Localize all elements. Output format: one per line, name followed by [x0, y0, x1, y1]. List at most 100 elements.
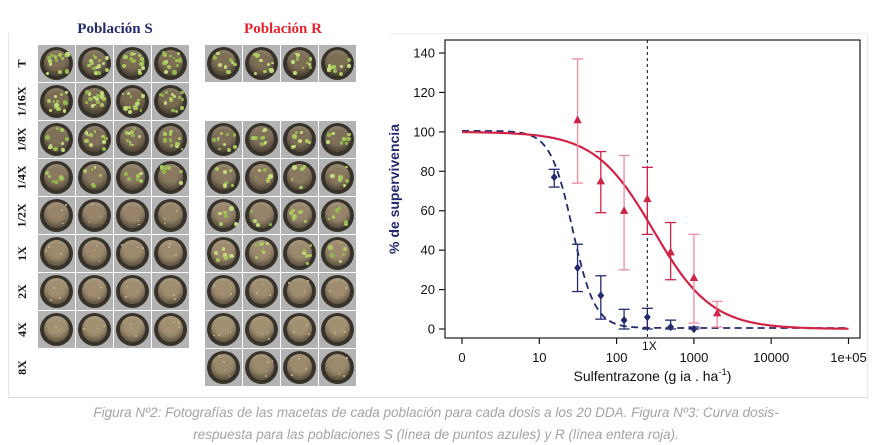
seedling — [162, 170, 166, 174]
seedling — [104, 136, 109, 141]
pot-soil — [325, 316, 350, 342]
pot-soil — [211, 354, 236, 380]
soil-speck — [129, 323, 132, 326]
seedling — [268, 174, 274, 179]
seedling — [173, 95, 177, 99]
seedling — [265, 178, 270, 183]
seedling — [339, 242, 342, 245]
pot-photo-r-1_4X-4 — [319, 159, 356, 196]
seedling — [65, 91, 69, 95]
seedling — [87, 92, 92, 97]
soil-speck — [261, 283, 264, 286]
seedling — [298, 209, 303, 215]
seedling — [340, 64, 344, 68]
seedling — [60, 57, 64, 60]
seedling — [129, 95, 133, 98]
seedling — [88, 97, 93, 102]
pot-photo-r-4X-1 — [205, 311, 242, 348]
pot — [245, 199, 278, 232]
seedling — [254, 71, 258, 75]
seedling — [301, 66, 305, 70]
pot — [245, 161, 278, 194]
seedling — [307, 140, 312, 145]
soil-speck — [130, 327, 133, 329]
seedling — [137, 98, 141, 102]
soil-speck — [217, 355, 220, 357]
pot — [116, 161, 149, 194]
seedling — [56, 127, 59, 130]
seedling — [290, 144, 294, 148]
seedling — [159, 93, 163, 97]
pot-photo-r-T-2 — [243, 45, 280, 82]
pot — [154, 161, 187, 194]
dose-row-label: 1/2X — [8, 197, 36, 234]
soil-speck — [308, 332, 311, 335]
pot-photo-s-2X-4 — [152, 273, 189, 310]
pot-photo-r-1_4X-2 — [243, 159, 280, 196]
seedling — [327, 132, 332, 137]
pot — [40, 199, 73, 232]
plot-box — [444, 39, 861, 339]
soil-speck — [293, 330, 295, 333]
seedling — [133, 106, 138, 111]
pot-photo-s-1_2X-4 — [152, 197, 189, 234]
dose-row-label: 1/4X — [8, 159, 36, 196]
seedling — [225, 181, 229, 184]
seedling — [126, 139, 129, 142]
seedling — [59, 128, 64, 133]
seedling — [251, 135, 256, 141]
seedling — [137, 69, 142, 73]
pot-soil — [158, 278, 183, 304]
seedling — [263, 69, 267, 73]
pot-photo-r-1_4X-3 — [281, 159, 318, 196]
dose-row-label-text: 1X — [14, 246, 29, 261]
data-point-r — [596, 176, 606, 185]
seedling — [56, 107, 61, 112]
seedling — [266, 62, 270, 66]
seedling — [250, 210, 254, 214]
soil-speck — [57, 329, 60, 331]
seedling — [342, 246, 347, 251]
seedling — [93, 130, 97, 133]
seedling — [139, 61, 144, 67]
soil-speck — [266, 361, 269, 363]
seedling — [163, 165, 169, 170]
seedling — [59, 175, 64, 180]
seedling — [176, 64, 180, 68]
seedling — [167, 166, 172, 170]
seedling — [99, 103, 104, 108]
seedling — [299, 131, 303, 134]
data-point-s — [597, 291, 605, 300]
seedling — [295, 57, 300, 61]
pot — [154, 85, 187, 118]
seedling — [162, 53, 168, 58]
seedling — [139, 56, 144, 62]
pot — [207, 199, 240, 232]
seedling — [339, 141, 344, 145]
seedling — [84, 138, 89, 143]
soil-speck — [303, 291, 306, 294]
seedling — [292, 71, 297, 76]
figure-card-border — [8, 33, 868, 398]
seedling — [131, 58, 136, 64]
soil-speck — [329, 290, 331, 293]
dose-row-label-text: 2X — [14, 284, 29, 299]
pot — [78, 161, 111, 194]
pot-soil — [82, 240, 107, 266]
seedling — [254, 135, 259, 140]
soil-speck — [45, 250, 47, 253]
soil-speck — [178, 321, 181, 324]
pot-soil — [120, 202, 145, 228]
soil-speck — [98, 260, 101, 263]
seedling — [231, 184, 235, 188]
seedling — [343, 184, 347, 188]
dose-row-label-text: 4X — [14, 322, 29, 337]
seedling — [60, 147, 65, 152]
pot — [78, 123, 111, 156]
soil-speck — [336, 280, 339, 283]
population-r-header: Población R — [244, 21, 322, 37]
seedling — [167, 65, 172, 70]
y-tick-label: 20 — [421, 282, 435, 297]
seedling — [177, 58, 183, 63]
seedling — [59, 92, 64, 97]
